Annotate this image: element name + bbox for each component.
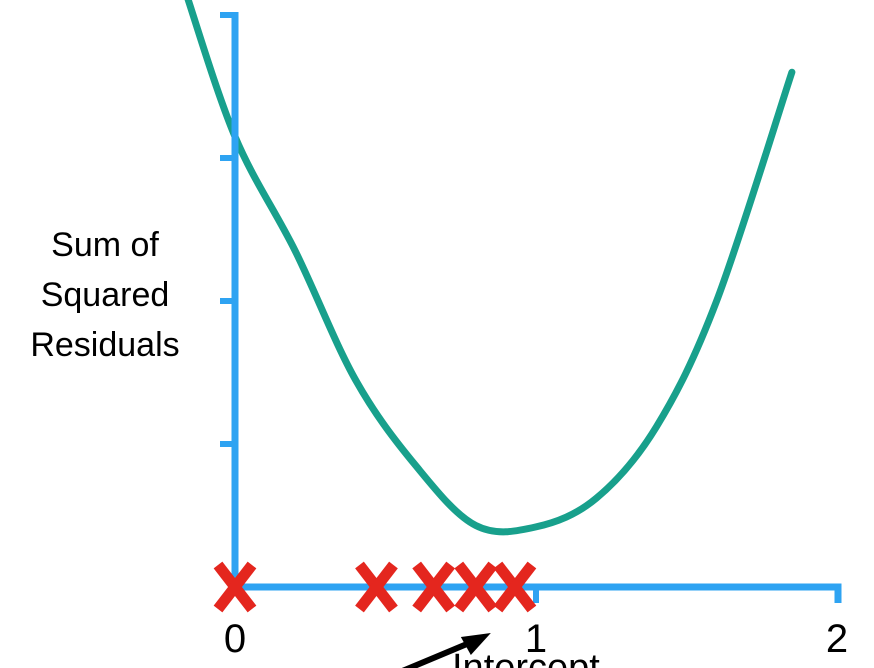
y-axis-label-line: Squared	[41, 276, 170, 314]
x-tick-labels: 0 1 2	[224, 617, 848, 661]
ssr-curve	[184, 0, 796, 536]
x-marker-stroke	[412, 561, 456, 613]
x-marker-stroke	[454, 561, 498, 613]
x-tick-label: 1	[525, 617, 547, 661]
annotation-label: Intercept	[452, 647, 600, 668]
axis-lines	[231, 12, 842, 603]
intercept-annotation: Intercept	[401, 633, 600, 668]
y-axis-label-line: Sum of	[51, 226, 159, 264]
x-tick-label: 2	[826, 617, 848, 661]
x-marker-stroke	[493, 561, 537, 613]
y-axis-label-line: Residuals	[30, 326, 179, 364]
x-marker	[454, 561, 498, 613]
x-marker	[355, 561, 398, 613]
x-marker-stroke	[213, 561, 257, 613]
x-tick-label: 0	[224, 617, 246, 661]
annotation-arrow-head	[460, 633, 491, 655]
x-marker	[412, 561, 456, 613]
x-marker	[213, 561, 257, 613]
x-marker-stroke	[355, 561, 398, 613]
x-markers	[213, 561, 537, 613]
curve-layer	[184, 0, 796, 536]
x-marker	[493, 561, 537, 613]
axes	[220, 12, 842, 603]
y-axis-label: Sum of Squared Residuals	[30, 226, 179, 364]
